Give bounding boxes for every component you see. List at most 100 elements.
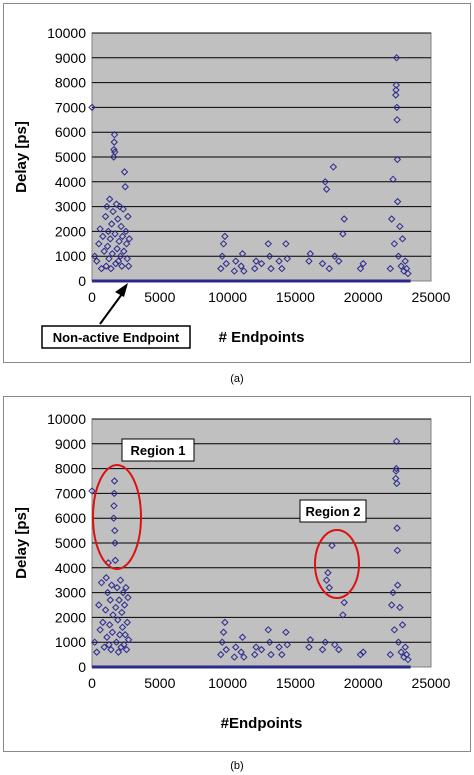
data-point xyxy=(335,645,343,654)
y-axis-title: Delay [ps] xyxy=(13,121,30,193)
data-point xyxy=(88,487,96,495)
data-point xyxy=(112,638,121,646)
data-point xyxy=(329,163,338,171)
y-tick-label: 10000 xyxy=(47,25,86,41)
y-tick-label: 5000 xyxy=(55,535,86,551)
data-point xyxy=(230,267,239,275)
data-point xyxy=(221,232,229,241)
data-point xyxy=(275,643,283,651)
data-point xyxy=(325,583,334,592)
y-tick-label: 2000 xyxy=(55,609,86,625)
data-point xyxy=(120,168,129,176)
data-point xyxy=(392,91,400,99)
data-point xyxy=(96,626,104,634)
data-point xyxy=(108,250,117,258)
data-point xyxy=(232,257,240,265)
data-point xyxy=(306,636,315,644)
data-point xyxy=(251,264,259,273)
data-point xyxy=(122,645,131,654)
data-point xyxy=(392,54,401,62)
data-point xyxy=(116,202,124,211)
data-point xyxy=(282,628,290,636)
data-point xyxy=(112,259,120,268)
data-point xyxy=(88,103,96,112)
data-point xyxy=(394,252,403,260)
y-tick-label: 4000 xyxy=(55,560,86,576)
data-point xyxy=(123,618,131,627)
data-point xyxy=(112,200,121,208)
data-point xyxy=(400,653,408,661)
data-point xyxy=(306,250,315,258)
data-point xyxy=(392,86,400,94)
data-point xyxy=(238,250,247,258)
x-tick-label: 5000 xyxy=(144,289,175,305)
data-point xyxy=(93,648,101,656)
data-point xyxy=(122,227,130,236)
y-tick-label: 10000 xyxy=(47,411,86,427)
data-point xyxy=(119,205,127,213)
data-point xyxy=(240,267,248,275)
data-point xyxy=(394,638,403,646)
data-point xyxy=(106,596,115,604)
data-point xyxy=(386,264,395,273)
y-tick-label: 3000 xyxy=(55,585,86,601)
data-point xyxy=(387,215,396,223)
data-point xyxy=(219,628,228,636)
x-axis-title: #Endpoints xyxy=(221,715,303,732)
data-point xyxy=(91,638,99,646)
x-tick-label: 10000 xyxy=(208,289,247,305)
data-point xyxy=(222,259,230,268)
x-tick-label: 10000 xyxy=(208,675,247,691)
data-point xyxy=(339,611,347,619)
y-tick-label: 1000 xyxy=(55,248,86,264)
data-point xyxy=(112,603,120,612)
x-tick-label: 0 xyxy=(88,675,96,691)
data-point xyxy=(265,252,274,260)
region-1-label: Region 1 xyxy=(131,443,186,458)
data-point xyxy=(401,643,409,651)
data-point xyxy=(118,608,126,617)
data-point xyxy=(401,257,409,265)
data-point xyxy=(117,643,125,651)
data-point xyxy=(105,640,113,649)
chart-a-plot: 0 1000 2000 3000 4000 5000 6000 7000 8000 9000 100… xyxy=(13,25,451,346)
data-point xyxy=(264,626,272,634)
data-point xyxy=(218,638,226,646)
y-tick-label: 0 xyxy=(78,659,86,675)
data-point xyxy=(219,240,228,248)
y-tick-label: 2000 xyxy=(55,223,86,239)
y-tick-label: 3000 xyxy=(55,199,86,215)
data-point xyxy=(110,138,118,146)
data-point xyxy=(104,227,112,236)
data-point xyxy=(356,264,365,273)
data-point xyxy=(392,437,401,446)
data-point xyxy=(118,623,127,632)
data-point xyxy=(117,222,125,231)
x-tick-label: 20000 xyxy=(344,289,383,305)
data-point xyxy=(325,264,334,273)
data-point xyxy=(217,650,225,659)
data-point xyxy=(111,556,120,565)
data-point xyxy=(91,252,99,260)
data-point xyxy=(267,650,275,659)
y-tick-label: 8000 xyxy=(55,75,86,91)
data-point xyxy=(321,178,329,186)
y-tick-label: 9000 xyxy=(55,50,86,66)
caption-b: (b) xyxy=(230,760,244,772)
data-point xyxy=(116,576,125,584)
data-point xyxy=(264,240,272,248)
non-active-endpoint-callout-box xyxy=(41,325,191,349)
data-point xyxy=(109,611,117,619)
data-point xyxy=(114,648,123,656)
data-point xyxy=(398,235,407,243)
data-point xyxy=(113,245,121,253)
x-axis-title: # Endpoints xyxy=(219,329,305,346)
data-point xyxy=(97,264,106,273)
data-point xyxy=(356,650,365,659)
data-point xyxy=(101,212,110,221)
y-tick-label: 5000 xyxy=(55,149,86,165)
data-point xyxy=(113,583,121,592)
data-point xyxy=(95,240,103,248)
data-point xyxy=(318,259,327,268)
x-tick-label: 25000 xyxy=(412,675,451,691)
